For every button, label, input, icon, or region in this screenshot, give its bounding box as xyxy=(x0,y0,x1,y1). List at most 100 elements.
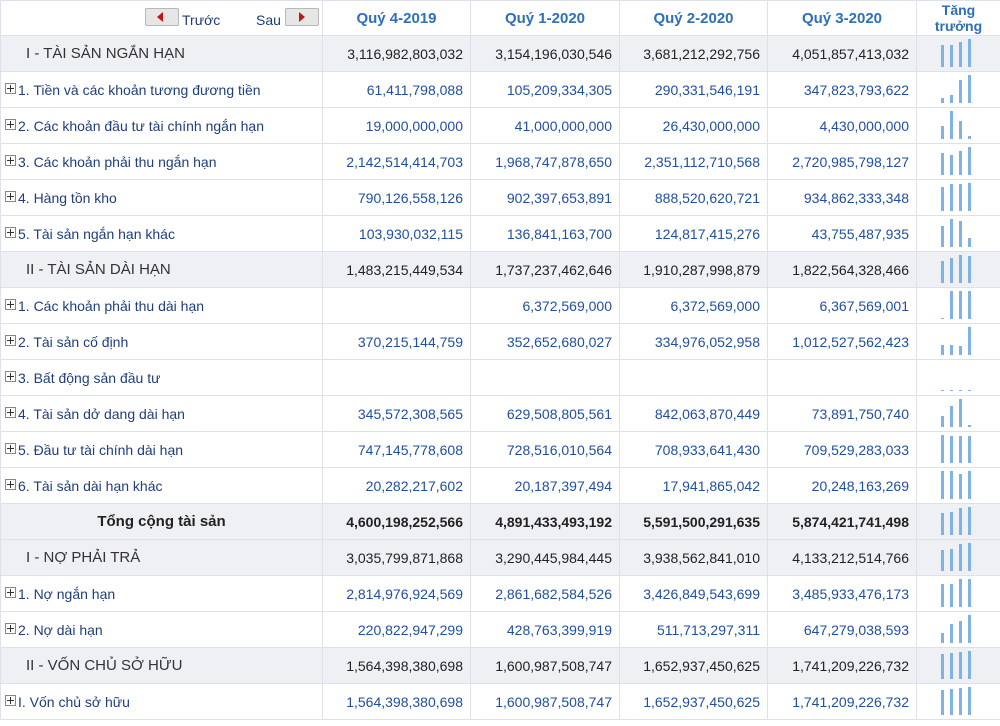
expand-plus-icon[interactable] xyxy=(5,370,16,382)
value-cell: 2,861,682,584,526 xyxy=(470,575,620,612)
expand-plus-icon[interactable] xyxy=(5,82,16,94)
value-cell xyxy=(619,359,768,396)
row-label[interactable]: 1. Nợ ngắn hạn xyxy=(18,585,116,602)
growth-sparkline[interactable] xyxy=(916,431,1000,468)
growth-sparkline[interactable] xyxy=(916,503,1000,540)
table-row[interactable]: 6. Tài sản dài hạn khác 20,282,217,602 20,… xyxy=(0,467,1000,504)
value-cell: 842,063,870,449 xyxy=(619,395,768,432)
table-row[interactable]: 4. Hàng tồn kho 790,126,558,126 902,397,65… xyxy=(0,179,1000,216)
sparkline-bar xyxy=(950,345,953,355)
growth-sparkline[interactable] xyxy=(916,287,1000,324)
table-row[interactable]: 5. Tài sản ngắn hạn khác 103,930,032,115 1… xyxy=(0,215,1000,252)
row-label[interactable]: 2. Tài sản cố định xyxy=(18,333,129,350)
row-label[interactable]: 3. Các khoản phải thu ngắn hạn xyxy=(18,153,217,170)
value-cell: 3,154,196,030,546 xyxy=(470,35,620,72)
growth-sparkline[interactable] xyxy=(916,251,1000,288)
expand-plus-icon[interactable] xyxy=(5,118,16,130)
sparkline-bar xyxy=(959,151,962,175)
value-cell: 334,976,052,958 xyxy=(619,323,768,360)
growth-sparkline[interactable] xyxy=(916,215,1000,252)
table-row[interactable]: 2. Các khoản đầu tư tài chính ngắn hạn 19… xyxy=(0,107,1000,144)
expand-plus-icon[interactable] xyxy=(5,154,16,166)
value-cell: 1,741,209,226,732 xyxy=(767,683,917,720)
growth-sparkline[interactable] xyxy=(916,683,1000,720)
sparkline-bars xyxy=(941,255,973,283)
row-label[interactable]: 3. Bất động sản đầu tư xyxy=(18,369,161,386)
table-row[interactable]: 1. Nợ ngắn hạn 2,814,976,924,569 2,861,682… xyxy=(0,575,1000,612)
table-row[interactable]: 4. Tài sản dở dang dài hạn 345,572,308,56… xyxy=(0,395,1000,432)
sparkline-bar xyxy=(959,474,962,499)
value-cell: 3,485,933,476,173 xyxy=(767,575,917,612)
value-cell: 4,430,000,000 xyxy=(767,107,917,144)
expand-plus-icon[interactable] xyxy=(5,190,16,202)
sparkline-bar xyxy=(950,406,953,427)
sparkline-bar xyxy=(950,549,953,571)
next-period-label[interactable]: Sau xyxy=(256,12,281,28)
expand-plus-icon[interactable] xyxy=(5,406,16,418)
expand-plus-icon[interactable] xyxy=(5,226,16,238)
sparkline-bar xyxy=(968,471,971,499)
expand-plus-icon[interactable] xyxy=(5,478,16,490)
growth-sparkline[interactable] xyxy=(916,359,1000,396)
sparkline-bar xyxy=(950,219,953,247)
sparkline-bar xyxy=(959,42,962,67)
expand-plus-icon[interactable] xyxy=(5,334,16,346)
growth-sparkline[interactable] xyxy=(916,35,1000,72)
sparkline-bar xyxy=(950,584,953,607)
row-label[interactable]: 5. Tài sản ngắn hạn khác xyxy=(18,225,175,242)
row-label[interactable]: 5. Đầu tư tài chính dài hạn xyxy=(18,441,184,458)
table-row[interactable]: 3. Bất động sản đầu tư xyxy=(0,359,1000,396)
growth-sparkline[interactable] xyxy=(916,179,1000,216)
table-row[interactable]: 1. Các khoản phải thu dài hạn 6,372,569,0… xyxy=(0,287,1000,324)
sparkline-bar xyxy=(941,345,944,355)
table-row[interactable]: 2. Nợ dài hạn 220,822,947,299 428,763,399,… xyxy=(0,611,1000,648)
expand-plus-icon[interactable] xyxy=(5,694,16,706)
next-period-button[interactable] xyxy=(285,8,319,26)
row-label[interactable]: 2. Nợ dài hạn xyxy=(18,621,103,638)
table-row[interactable]: 1. Tiền và các khoản tương đương tiền 61,… xyxy=(0,71,1000,108)
row-name-cell: II - VỐN CHỦ SỞ HỮU xyxy=(0,647,323,684)
row-label[interactable]: 6. Tài sản dài hạn khác xyxy=(18,477,163,494)
prev-period-label[interactable]: Trước xyxy=(182,12,221,28)
row-label[interactable]: 4. Tài sản dở dang dài hạn xyxy=(18,405,185,422)
value-cell: 1,600,987,508,747 xyxy=(470,683,620,720)
growth-sparkline[interactable] xyxy=(916,539,1000,576)
sparkline-bar xyxy=(950,512,953,535)
growth-sparkline[interactable] xyxy=(916,467,1000,504)
row-label[interactable]: 2. Các khoản đầu tư tài chính ngắn hạn xyxy=(18,117,264,134)
sparkline-bar xyxy=(968,651,971,679)
growth-sparkline[interactable] xyxy=(916,107,1000,144)
sparkline-bar xyxy=(941,98,944,103)
growth-sparkline[interactable] xyxy=(916,323,1000,360)
row-label[interactable]: 4. Hàng tồn kho xyxy=(18,189,117,206)
arrow-left-icon xyxy=(157,12,163,22)
expand-plus-icon[interactable] xyxy=(5,442,16,454)
table-row[interactable]: 3. Các khoản phải thu ngắn hạn 2,142,514,… xyxy=(0,143,1000,180)
expand-plus-icon[interactable] xyxy=(5,298,16,310)
sparkline-bar xyxy=(959,652,962,679)
sparkline-bar xyxy=(968,183,971,211)
growth-header-line: trưởng xyxy=(934,18,983,34)
growth-header: Tăng trưởng xyxy=(916,0,1000,36)
expand-plus-icon[interactable] xyxy=(5,586,16,598)
table-row[interactable]: 2. Tài sản cố định 370,215,144,759 352,652… xyxy=(0,323,1000,360)
growth-sparkline[interactable] xyxy=(916,647,1000,684)
table-row[interactable]: 5. Đầu tư tài chính dài hạn 747,145,778,6… xyxy=(0,431,1000,468)
row-label[interactable]: 1. Tiền và các khoản tương đương tiền xyxy=(18,81,261,98)
row-label[interactable]: 1. Các khoản phải thu dài hạn xyxy=(18,297,205,314)
row-label[interactable]: I. Vốn chủ sở hữu xyxy=(18,693,130,710)
sparkline-bar xyxy=(950,45,953,67)
growth-sparkline[interactable] xyxy=(916,143,1000,180)
row-name-cell: 3. Bất động sản đầu tư xyxy=(0,359,323,396)
expand-plus-icon[interactable] xyxy=(5,622,16,634)
row-label: II - VỐN CHỦ SỞ HỮU xyxy=(26,657,183,674)
table-row[interactable]: I. Vốn chủ sở hữu 1,564,398,380,698 1,600,… xyxy=(0,683,1000,720)
growth-sparkline[interactable] xyxy=(916,611,1000,648)
growth-sparkline[interactable] xyxy=(916,575,1000,612)
sparkline-bar xyxy=(968,615,971,643)
value-cell: 629,508,805,561 xyxy=(470,395,620,432)
growth-sparkline[interactable] xyxy=(916,395,1000,432)
growth-sparkline[interactable] xyxy=(916,71,1000,108)
prev-period-button[interactable] xyxy=(145,8,179,26)
sparkline-bars xyxy=(941,327,973,355)
